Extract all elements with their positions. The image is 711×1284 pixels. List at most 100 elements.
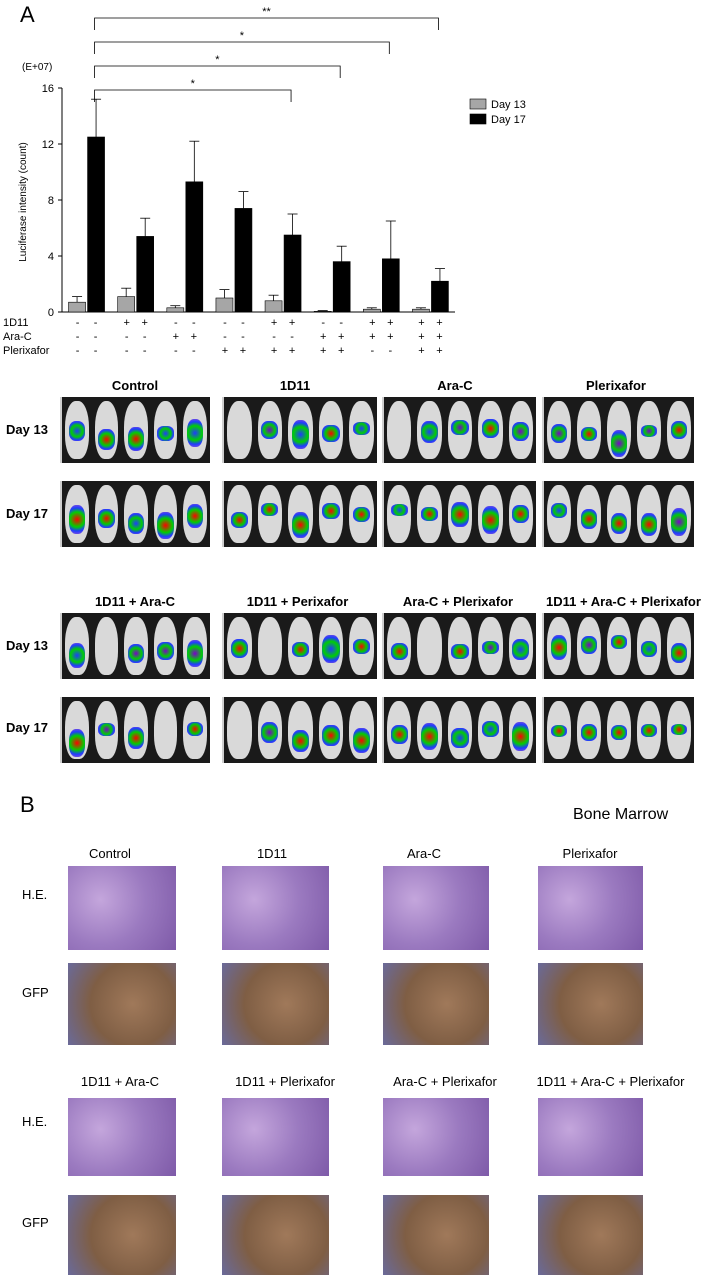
gfp-label-bottom: GFP: [22, 1215, 49, 1230]
mouse-silhouette: [153, 400, 178, 460]
mouse-silhouette: [94, 400, 119, 460]
significance-label: **: [262, 6, 271, 18]
luminescence-signal: [68, 728, 86, 757]
bar-day-17: [234, 208, 253, 313]
significance-bracket: [94, 17, 439, 30]
treatment-mark: +: [387, 331, 393, 343]
mouse-silhouette: [318, 400, 344, 460]
bioluminescence-image: [60, 481, 210, 547]
treatment-mark: -: [76, 345, 80, 357]
mouse-silhouette: [667, 616, 691, 676]
luminescence-signal: [512, 505, 530, 524]
mouse-silhouette: [227, 700, 252, 760]
imaging-title-1d11-arac: 1D11 + Ara-C: [94, 594, 176, 609]
treatment-mark: -: [290, 331, 294, 343]
mouse-silhouette: [387, 700, 412, 760]
mouse-silhouette: [183, 700, 207, 760]
mouse-silhouette: [637, 400, 661, 460]
mouse-silhouette: [577, 400, 601, 460]
histo-title-1d11-arac: 1D11 + Ara-C: [80, 1074, 160, 1089]
significance-bracket: [94, 41, 390, 54]
gfp-stain-image: [383, 963, 489, 1045]
treatment-mark: +: [418, 345, 424, 357]
bioluminescence-image: [382, 481, 536, 547]
mouse-silhouette: [257, 484, 283, 544]
mouse-silhouette: [94, 700, 119, 760]
bioluminescence-image: [542, 481, 694, 547]
bioluminescence-image: [382, 613, 536, 679]
bar-day-13: [264, 300, 283, 313]
imaging-title-1d11-perixafor: 1D11 + Perixafor: [246, 594, 349, 609]
luminescence-signal: [322, 634, 340, 663]
mouse-silhouette: [577, 700, 601, 760]
luminescence-signal: [481, 418, 499, 438]
bioluminescence-image: [60, 613, 210, 679]
treatment-mark: -: [76, 331, 80, 343]
gfp-stain-image: [538, 1195, 643, 1275]
bioluminescence-image: [60, 397, 210, 463]
treatment-mark: -: [272, 331, 276, 343]
mouse-silhouette: [124, 484, 148, 544]
bioluminescence-image: [542, 613, 694, 679]
treatment-mark: +: [191, 331, 197, 343]
histo-title-1d11: 1D11: [256, 846, 288, 861]
bar-day-13: [412, 308, 430, 313]
he-stain-image: [383, 866, 489, 950]
mouse-silhouette: [387, 484, 412, 544]
luminescence-signal: [353, 506, 371, 523]
day13-label-bottom: Day 13: [6, 638, 48, 653]
luminescence-signal: [98, 723, 115, 737]
mouse-silhouette: [478, 400, 503, 460]
legend-swatch: [469, 113, 487, 125]
panel-a-letter: A: [20, 2, 35, 27]
mouse-silhouette: [508, 700, 533, 760]
luminescence-signal: [68, 505, 86, 534]
mouse-silhouette: [349, 616, 374, 676]
treatment-mark: +: [387, 317, 393, 329]
mouse-silhouette: [547, 400, 571, 460]
treatment-row-label: Ara-C: [3, 331, 32, 343]
mouse-silhouette: [637, 700, 661, 760]
y-tick-label: 0: [48, 307, 54, 319]
luminescence-signal: [186, 639, 204, 667]
bioluminescence-image: [542, 397, 694, 463]
mouse-silhouette: [257, 700, 283, 760]
mouse-silhouette: [349, 484, 374, 544]
bone-marrow-heading: Bone Marrow: [573, 806, 669, 823]
luminescence-signal: [322, 502, 340, 520]
mouse-silhouette: [124, 700, 148, 760]
mouse-silhouette: [183, 484, 207, 544]
y-tick-label: 16: [42, 83, 54, 95]
luminescence-signal: [291, 512, 310, 539]
luminescence-signal: [230, 638, 248, 659]
luminescence-signal: [127, 427, 145, 451]
luminescence-signal: [186, 418, 204, 447]
luminescence-signal: [481, 640, 499, 655]
mouse-silhouette: [607, 616, 631, 676]
imaging-title-control: Control: [111, 378, 159, 393]
luminescence-signal: [580, 635, 598, 655]
bioluminescence-image: [222, 613, 377, 679]
treatment-mark: -: [192, 345, 196, 357]
treatment-mark: +: [369, 317, 375, 329]
treatment-mark: -: [125, 345, 129, 357]
luminescence-signal: [640, 512, 658, 536]
mouse-silhouette: [667, 484, 691, 544]
mouse-silhouette: [65, 400, 89, 460]
luminescence-signal: [291, 420, 310, 450]
mouse-silhouette: [288, 400, 313, 460]
treatment-mark: +: [289, 345, 295, 357]
treatment-mark: +: [436, 345, 442, 357]
bioluminescence-image: [222, 697, 377, 763]
luciferase-bar-chart: (E+07) Luciferase intensity (count) 0 4 8 1…: [3, 6, 526, 357]
treatment-mark: +: [418, 317, 424, 329]
histo-title-plerixafor: Plerixafor: [562, 846, 618, 861]
treatment-mark: -: [143, 345, 147, 357]
bar-day-17: [431, 280, 449, 313]
luminescence-signal: [98, 428, 115, 451]
luminescence-signal: [390, 725, 408, 744]
imaging-title-1d11: 1D11: [279, 378, 311, 393]
mouse-silhouette: [637, 484, 661, 544]
luminescence-signal: [322, 424, 340, 443]
mouse-silhouette: [577, 616, 601, 676]
